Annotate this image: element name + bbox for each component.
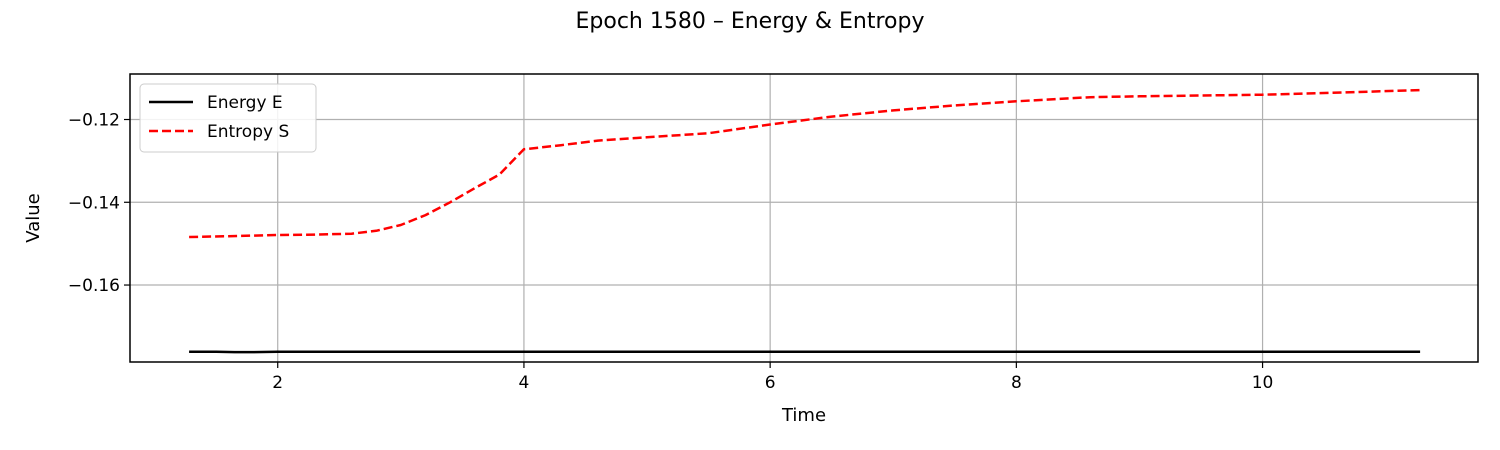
y-axis-label: Value (23, 193, 44, 242)
y-tick-label: −0.12 (68, 111, 120, 131)
legend-label-energy: Energy E (207, 93, 283, 113)
plot-frame (129, 73, 1479, 363)
x-tick-label: 2 (272, 373, 283, 393)
x-axis-ticks: 2 4 6 8 10 (272, 362, 1273, 393)
y-tick-label: −0.16 (68, 276, 120, 296)
chart-title: Epoch 1580 – Energy & Entropy (576, 9, 925, 34)
x-axis-label: Time (781, 405, 826, 426)
x-tick-label: 4 (519, 373, 530, 393)
x-tick-label: 10 (1252, 373, 1274, 393)
legend: Energy E Entropy S (139, 83, 317, 153)
y-axis-ticks: −0.12 −0.14 −0.16 (68, 111, 130, 296)
y-tick-label: −0.14 (68, 193, 120, 213)
legend-label-entropy: Entropy S (207, 122, 289, 142)
grid-lines (130, 74, 1478, 362)
series-line-entropy-s (189, 88, 1421, 239)
x-tick-label: 6 (765, 373, 776, 393)
series-lines (189, 88, 1421, 354)
x-tick-label: 8 (1011, 373, 1022, 393)
